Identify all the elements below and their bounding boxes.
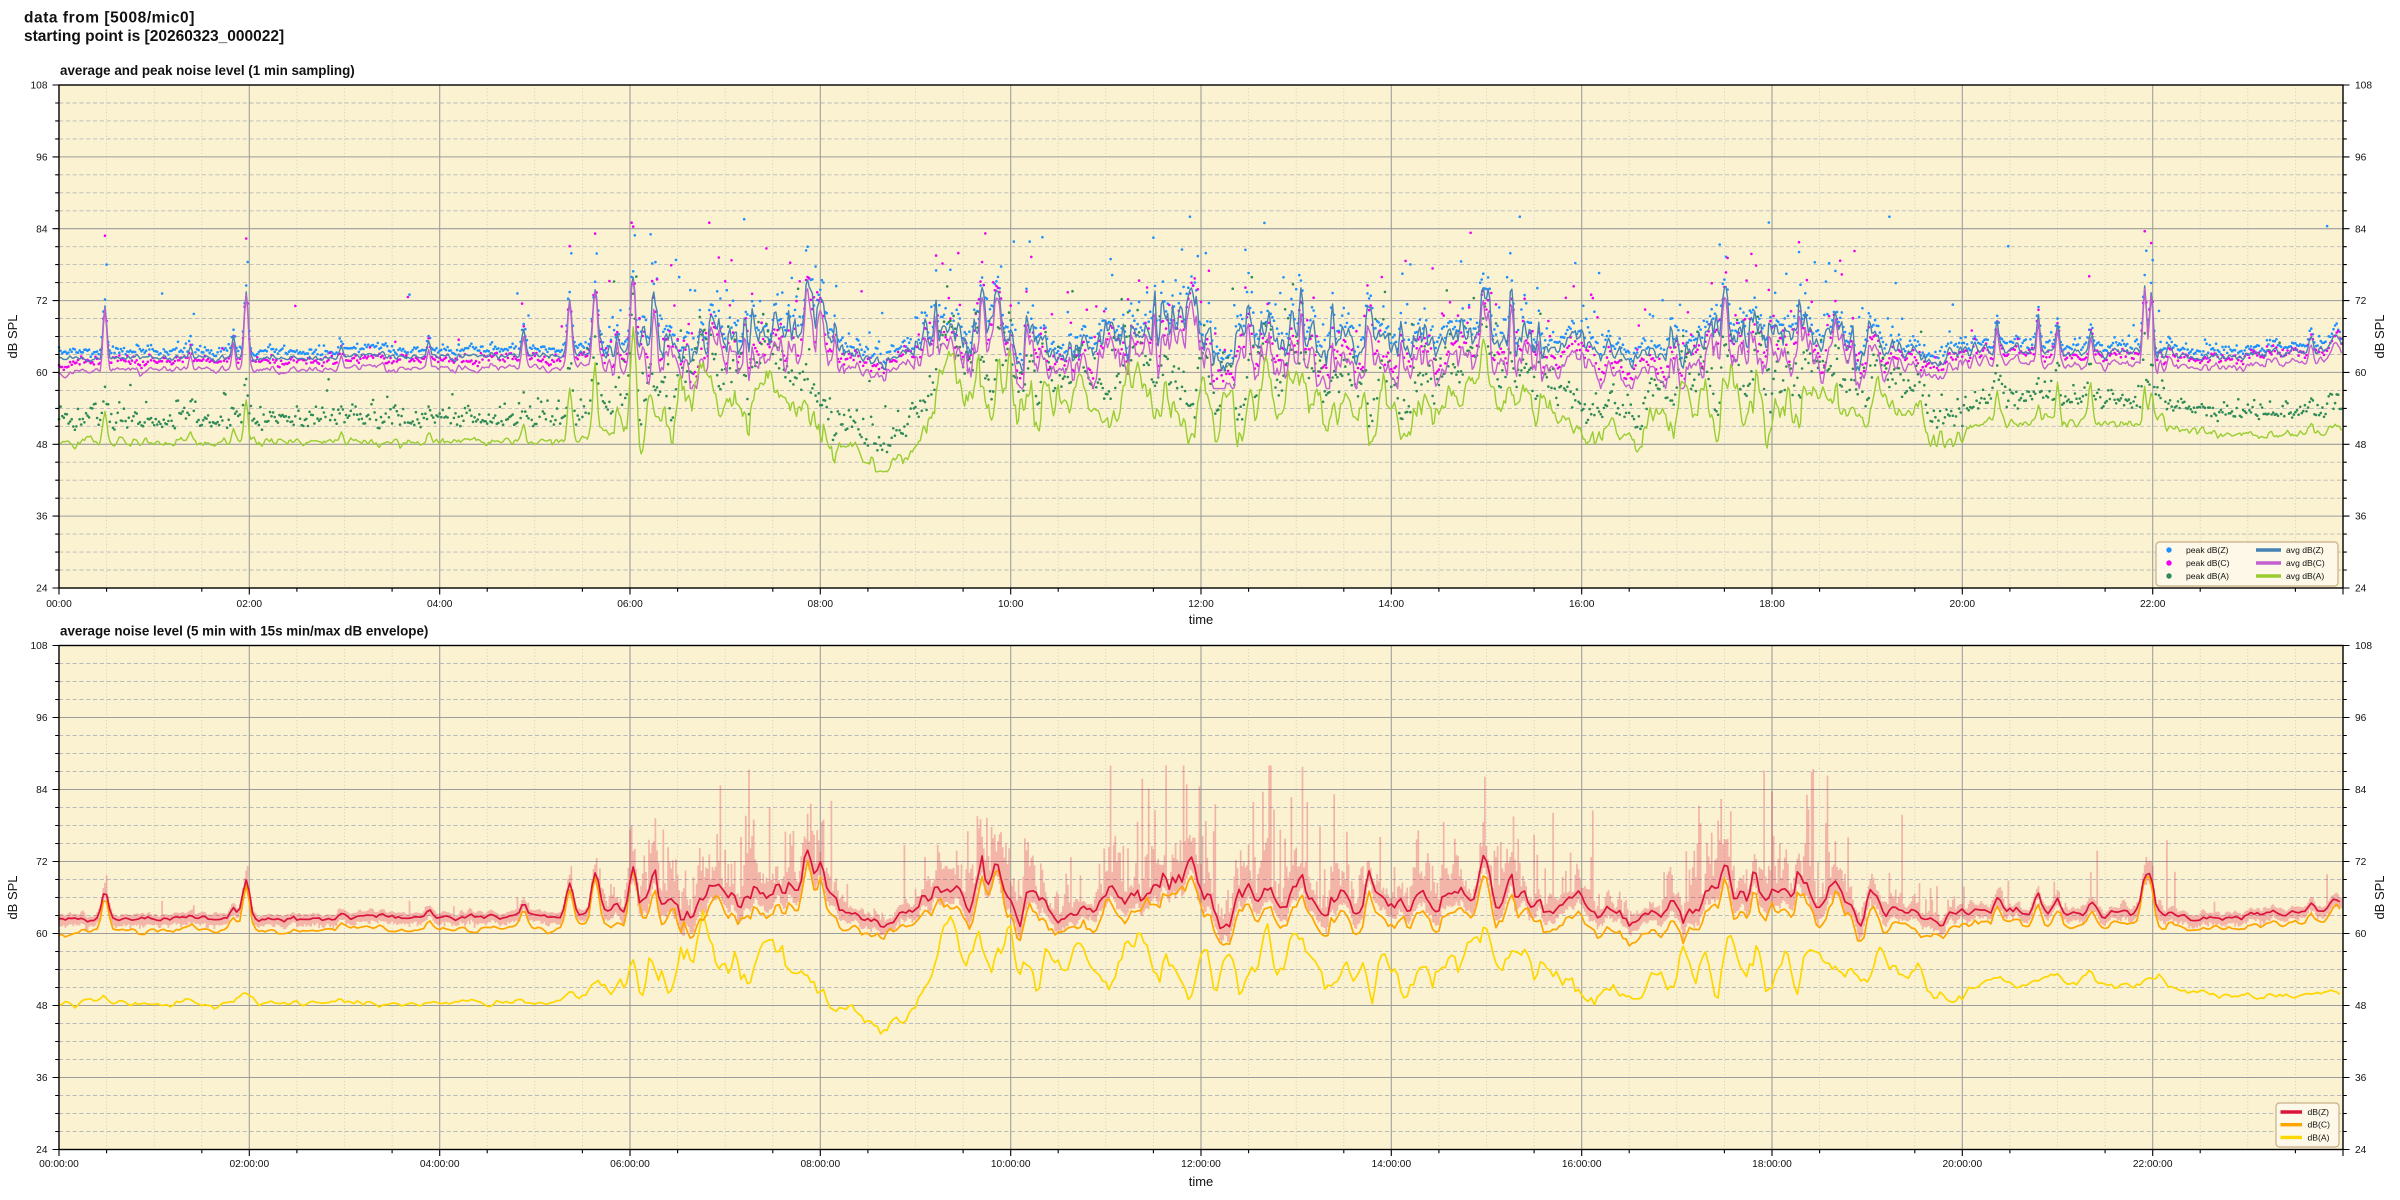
svg-text:36: 36	[36, 512, 48, 523]
svg-text:14:00:00: 14:00:00	[1371, 1159, 1411, 1170]
svg-text:96: 96	[2355, 153, 2367, 164]
svg-text:avg dB(A): avg dB(A)	[2286, 571, 2324, 581]
svg-text:12:00:00: 12:00:00	[1181, 1159, 1221, 1170]
svg-text:02:00: 02:00	[237, 599, 263, 610]
svg-text:peak dB(A): peak dB(A)	[2186, 571, 2229, 581]
svg-text:dB SPL: dB SPL	[5, 875, 20, 919]
svg-text:60: 60	[36, 368, 48, 379]
svg-text:average noise level (5 min wit: average noise level (5 min with 15s min/…	[60, 624, 428, 639]
svg-text:84: 84	[36, 224, 48, 235]
svg-text:72: 72	[36, 296, 48, 307]
svg-text:108: 108	[2355, 81, 2372, 92]
svg-text:60: 60	[2355, 368, 2367, 379]
svg-text:96: 96	[36, 153, 48, 164]
svg-text:18:00:00: 18:00:00	[1752, 1159, 1792, 1170]
svg-text:time: time	[1189, 612, 1214, 627]
svg-text:dB(C): dB(C)	[2308, 1120, 2331, 1130]
svg-text:108: 108	[31, 641, 48, 652]
svg-text:60: 60	[2355, 929, 2367, 940]
svg-text:18:00: 18:00	[1759, 599, 1785, 610]
svg-text:24: 24	[36, 1145, 48, 1156]
svg-text:72: 72	[36, 857, 48, 868]
svg-text:108: 108	[31, 81, 48, 92]
svg-text:dB(Z): dB(Z)	[2308, 1107, 2330, 1117]
svg-text:96: 96	[36, 713, 48, 724]
svg-text:08:00:00: 08:00:00	[800, 1159, 840, 1170]
svg-text:dB(A): dB(A)	[2308, 1132, 2330, 1142]
svg-text:16:00: 16:00	[1569, 599, 1595, 610]
svg-text:22:00: 22:00	[2140, 599, 2166, 610]
svg-text:00:00:00: 00:00:00	[39, 1159, 79, 1170]
svg-text:72: 72	[2355, 296, 2367, 307]
svg-text:00:00: 00:00	[46, 599, 72, 610]
svg-text:20:00:00: 20:00:00	[1942, 1159, 1982, 1170]
svg-text:36: 36	[36, 1073, 48, 1084]
svg-text:avg dB(Z): avg dB(Z)	[2286, 545, 2324, 555]
svg-text:06:00:00: 06:00:00	[610, 1159, 650, 1170]
svg-text:peak dB(C): peak dB(C)	[2186, 558, 2230, 568]
svg-text:10:00: 10:00	[998, 599, 1024, 610]
svg-text:average and peak noise level (: average and peak noise level (1 min samp…	[60, 63, 355, 78]
svg-text:10:00:00: 10:00:00	[991, 1159, 1031, 1170]
svg-text:84: 84	[2355, 224, 2367, 235]
svg-text:dB SPL: dB SPL	[2372, 875, 2387, 919]
svg-text:starting point is [20260323_00: starting point is [20260323_000022]	[24, 28, 284, 45]
svg-text:60: 60	[36, 929, 48, 940]
svg-text:avg dB(C): avg dB(C)	[2286, 558, 2325, 568]
svg-text:02:00:00: 02:00:00	[229, 1159, 269, 1170]
svg-text:22:00:00: 22:00:00	[2133, 1159, 2173, 1170]
svg-text:time: time	[1189, 1174, 1214, 1189]
svg-text:data from [5008/mic0]: data from [5008/mic0]	[24, 10, 195, 27]
svg-text:06:00: 06:00	[617, 599, 643, 610]
svg-text:24: 24	[2355, 1145, 2367, 1156]
svg-text:20:00: 20:00	[1950, 599, 1976, 610]
svg-text:36: 36	[2355, 512, 2367, 523]
svg-text:dB SPL: dB SPL	[2372, 314, 2387, 358]
svg-text:108: 108	[2355, 641, 2372, 652]
svg-text:04:00: 04:00	[427, 599, 453, 610]
svg-text:08:00: 08:00	[808, 599, 834, 610]
svg-text:24: 24	[36, 584, 48, 595]
svg-text:14:00: 14:00	[1379, 599, 1405, 610]
svg-text:48: 48	[36, 440, 48, 451]
svg-text:48: 48	[2355, 1001, 2367, 1012]
svg-text:36: 36	[2355, 1073, 2367, 1084]
svg-text:04:00:00: 04:00:00	[420, 1159, 460, 1170]
svg-text:12:00: 12:00	[1188, 599, 1214, 610]
svg-text:72: 72	[2355, 857, 2367, 868]
svg-text:48: 48	[2355, 440, 2367, 451]
svg-text:84: 84	[36, 785, 48, 796]
svg-text:48: 48	[36, 1001, 48, 1012]
svg-text:24: 24	[2355, 584, 2367, 595]
svg-text:96: 96	[2355, 713, 2367, 724]
svg-text:84: 84	[2355, 785, 2367, 796]
svg-text:dB SPL: dB SPL	[5, 314, 20, 358]
svg-text:peak dB(Z): peak dB(Z)	[2186, 545, 2229, 555]
svg-text:16:00:00: 16:00:00	[1562, 1159, 1602, 1170]
